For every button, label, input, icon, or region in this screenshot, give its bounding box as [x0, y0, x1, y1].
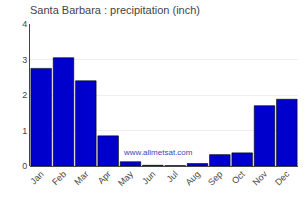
svg-text:www.allmetsat.com: www.allmetsat.com: [123, 148, 193, 157]
svg-text:4: 4: [22, 19, 27, 29]
svg-text:Apr: Apr: [96, 169, 113, 186]
svg-text:Jul: Jul: [165, 169, 180, 184]
svg-text:0: 0: [22, 161, 27, 171]
svg-text:Dec: Dec: [273, 169, 292, 188]
svg-text:Jan: Jan: [28, 169, 45, 186]
svg-text:Santa Barbara : precipitation: Santa Barbara : precipitation (inch): [30, 4, 200, 16]
svg-text:Nov: Nov: [251, 169, 270, 188]
svg-text:May: May: [116, 169, 135, 188]
svg-text:Mar: Mar: [72, 169, 90, 187]
svg-text:3: 3: [22, 55, 27, 65]
svg-text:Jun: Jun: [140, 169, 157, 186]
svg-text:Oct: Oct: [230, 169, 247, 186]
svg-text:2: 2: [22, 90, 27, 100]
svg-text:Feb: Feb: [50, 169, 68, 187]
svg-text:1: 1: [22, 126, 27, 136]
svg-text:Aug: Aug: [184, 169, 202, 187]
svg-text:Sep: Sep: [206, 169, 224, 187]
